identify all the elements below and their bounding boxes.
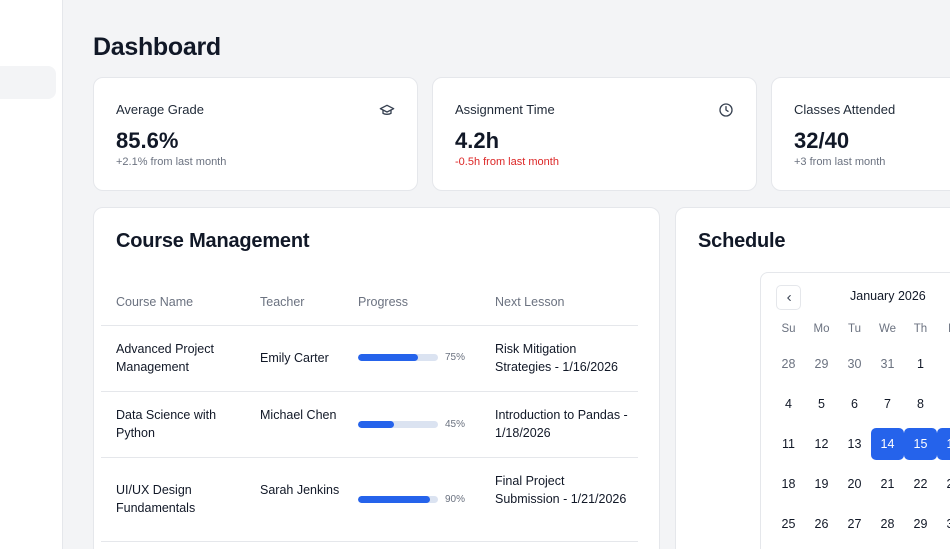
course-table: Course Name Teacher Progress Next Lesson… bbox=[101, 286, 638, 542]
progress-percent: 75% bbox=[445, 352, 466, 363]
calendar-day[interactable]: 12 bbox=[814, 437, 829, 451]
calendar-day[interactable]: 29 bbox=[814, 357, 829, 371]
calendar-day[interactable]: 28 bbox=[781, 357, 796, 371]
calendar-day[interactable]: 19 bbox=[814, 477, 829, 491]
next-lesson: Risk Mitigation Strategies - 1/16/2026 bbox=[495, 342, 618, 374]
progress-bar-fill bbox=[358, 496, 430, 503]
calendar-prev-button[interactable] bbox=[776, 285, 801, 310]
teacher-name: Sarah Jenkins bbox=[260, 483, 340, 497]
progress-bar bbox=[358, 421, 438, 428]
calendar-day[interactable]: 9 bbox=[937, 388, 950, 420]
weekday-label: Su bbox=[781, 323, 796, 335]
table-row[interactable]: Advanced Project Management Emily Carter… bbox=[101, 326, 638, 392]
calendar-day[interactable]: 28 bbox=[880, 517, 895, 531]
calendar-day[interactable]: 5 bbox=[818, 397, 825, 411]
calendar-day[interactable]: 2 bbox=[937, 348, 950, 380]
calendar-day[interactable]: 6 bbox=[851, 397, 858, 411]
course-name: Advanced Project Management bbox=[116, 342, 214, 374]
course-management-panel: Course Management Course Name Teacher Pr… bbox=[93, 207, 660, 549]
calendar-day[interactable]: 16 bbox=[937, 428, 950, 460]
stat-change: +3 from last month bbox=[794, 156, 886, 168]
calendar-day[interactable]: 31 bbox=[880, 357, 895, 371]
calendar-day[interactable]: 1 bbox=[917, 357, 924, 371]
stat-label: Classes Attended bbox=[794, 102, 896, 117]
stat-card-average-grade: Average Grade 85.6% +2.1% from last mont… bbox=[93, 77, 418, 191]
table-row[interactable]: Data Science with Python Michael Chen 45… bbox=[101, 392, 638, 458]
progress-bar bbox=[358, 496, 438, 503]
stat-change: -0.5h from last month bbox=[455, 156, 559, 168]
clock-icon bbox=[719, 103, 733, 117]
calendar-day[interactable]: 27 bbox=[847, 517, 862, 531]
weekday-label: We bbox=[878, 323, 897, 335]
main-content: Dashboard Average Grade 85.6% +2.1% from… bbox=[64, 0, 950, 549]
calendar-day[interactable]: 22 bbox=[913, 477, 928, 491]
calendar-day[interactable]: 15 bbox=[904, 428, 937, 460]
table-header: Course Name Teacher Progress Next Lesson bbox=[101, 286, 638, 326]
column-header-next-lesson[interactable]: Next Lesson bbox=[495, 295, 565, 309]
calendar-day[interactable]: 20 bbox=[847, 477, 862, 491]
calendar-day[interactable]: 11 bbox=[782, 437, 795, 451]
panel-title: Schedule bbox=[698, 230, 786, 252]
progress-percent: 45% bbox=[445, 419, 466, 430]
progress-bar-fill bbox=[358, 421, 394, 428]
column-header-teacher[interactable]: Teacher bbox=[260, 295, 305, 309]
course-name: Data Science with Python bbox=[116, 408, 217, 440]
calendar-day[interactable]: 30 bbox=[847, 357, 862, 371]
calendar-day[interactable]: 26 bbox=[814, 517, 829, 531]
graduation-cap-icon bbox=[379, 104, 395, 115]
page-title: Dashboard bbox=[93, 33, 221, 61]
calendar-day[interactable]: 18 bbox=[781, 477, 796, 491]
teacher-name: Michael Chen bbox=[260, 408, 337, 422]
calendar-day[interactable]: 13 bbox=[847, 437, 862, 451]
weekday-label: Tu bbox=[848, 323, 861, 335]
teacher-name: Emily Carter bbox=[260, 351, 329, 365]
weekday-label: Fr bbox=[937, 323, 950, 335]
stat-card-classes-attended: Classes Attended 32/40 +3 from last mont… bbox=[771, 77, 950, 191]
calendar: January 2026 SuMoTuWeThFr 28293031124567… bbox=[760, 272, 950, 549]
stat-value: 85.6% bbox=[116, 128, 179, 153]
sidebar-item-active[interactable] bbox=[0, 66, 56, 99]
calendar-month: January 2026 bbox=[850, 289, 926, 303]
calendar-day[interactable]: 7 bbox=[884, 397, 891, 411]
calendar-day[interactable]: 25 bbox=[781, 517, 796, 531]
chevron-left-icon bbox=[786, 294, 791, 301]
stat-label: Assignment Time bbox=[455, 102, 555, 117]
column-header-progress[interactable]: Progress bbox=[358, 295, 409, 309]
progress-bar bbox=[358, 354, 438, 361]
calendar-day[interactable]: 4 bbox=[785, 397, 792, 411]
stat-value: 32/40 bbox=[794, 128, 850, 153]
calendar-day[interactable]: 29 bbox=[913, 517, 928, 531]
next-lesson: Introduction to Pandas - 1/18/2026 bbox=[495, 408, 628, 440]
calendar-day[interactable]: 21 bbox=[880, 477, 895, 491]
stat-value: 4.2h bbox=[455, 128, 500, 153]
calendar-day[interactable]: 14 bbox=[871, 428, 904, 460]
stat-change: +2.1% from last month bbox=[116, 156, 227, 168]
progress-percent: 90% bbox=[445, 494, 466, 505]
table-row[interactable]: UI/UX Design Fundamentals Sarah Jenkins … bbox=[101, 458, 638, 542]
calendar-day[interactable]: 30 bbox=[937, 508, 950, 540]
column-header-course-name[interactable]: Course Name bbox=[116, 295, 194, 309]
calendar-day[interactable]: 8 bbox=[917, 397, 924, 411]
sidebar bbox=[0, 0, 63, 549]
course-name: UI/UX Design Fundamentals bbox=[116, 483, 196, 515]
calendar-day[interactable]: 23 bbox=[937, 468, 950, 500]
next-lesson: Final Project Submission - 1/21/2026 bbox=[495, 474, 627, 506]
progress-bar-fill bbox=[358, 354, 418, 361]
weekday-label: Th bbox=[913, 323, 928, 335]
schedule-panel: Schedule January 2026 SuMoTuWeThFr 28293… bbox=[675, 207, 950, 549]
stat-label: Average Grade bbox=[116, 102, 204, 117]
panel-title: Course Management bbox=[116, 230, 310, 252]
stat-card-assignment-time: Assignment Time 4.2h -0.5h from last mon… bbox=[432, 77, 757, 191]
weekday-label: Mo bbox=[813, 323, 830, 335]
